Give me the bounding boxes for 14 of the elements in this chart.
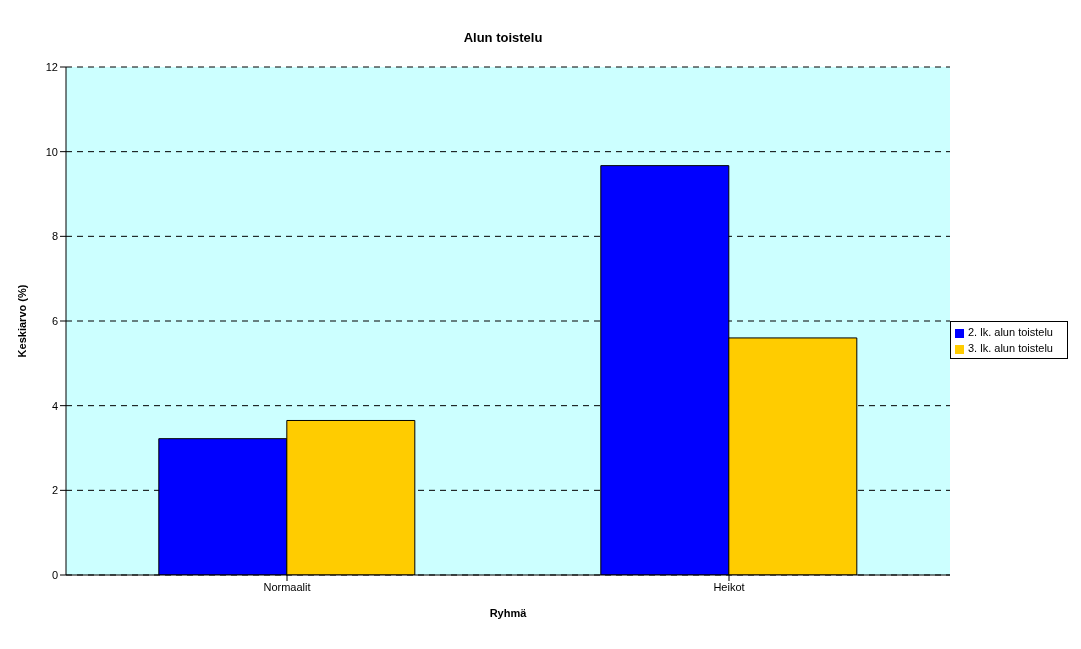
x-tick-label: Normaalit bbox=[263, 580, 311, 593]
legend-label: 2. lk. alun toistelu bbox=[968, 326, 1053, 338]
legend-label: 3. lk. alun toistelu bbox=[968, 342, 1053, 354]
y-tick-label: 10 bbox=[45, 145, 58, 158]
y-tick-label: 2 bbox=[51, 484, 58, 497]
y-axis-title: Keskiarvo (%) bbox=[15, 284, 28, 358]
y-tick-label: 6 bbox=[51, 314, 58, 327]
x-tick-label: Heikot bbox=[713, 580, 745, 593]
x-axis-title: Ryhmä bbox=[489, 607, 528, 619]
chart-title: Alun toistelu bbox=[462, 29, 544, 45]
y-tick-label: 8 bbox=[51, 230, 58, 243]
y-tick-label: 0 bbox=[51, 568, 58, 581]
y-tick-label: 12 bbox=[45, 60, 58, 73]
y-tick-label: 4 bbox=[51, 399, 58, 412]
